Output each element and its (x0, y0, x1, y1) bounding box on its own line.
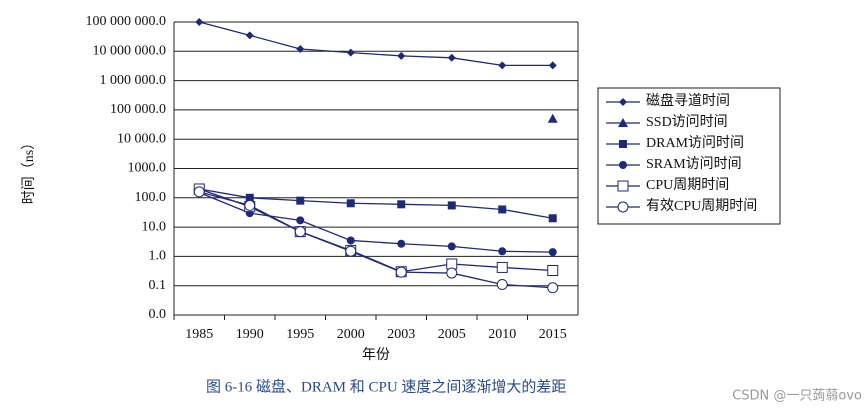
marker (619, 161, 627, 169)
x-tick-label: 2010 (488, 327, 516, 342)
marker (345, 245, 357, 257)
series-line (199, 21, 553, 67)
marker (397, 200, 406, 209)
legend-label: CPU周期时间 (646, 177, 729, 193)
marker (296, 196, 305, 205)
marker (617, 180, 629, 192)
marker (397, 51, 406, 60)
x-axis-label: 年份 (362, 347, 390, 363)
series-line (199, 188, 553, 219)
marker (447, 53, 456, 62)
marker (548, 248, 557, 257)
marker (446, 258, 458, 270)
marker (245, 193, 254, 202)
marker (296, 216, 305, 225)
marker (547, 113, 558, 123)
marker (496, 278, 508, 290)
caption: 图 6-16 磁盘、DRAM 和 CPU 速度之间逐渐增大的差距 (206, 377, 566, 395)
watermark: CSDN @一只蒟蒻ovo (732, 389, 862, 404)
marker (245, 31, 254, 40)
x-tick-label: 2003 (387, 327, 415, 342)
y-tick-label: 100 000.0 (110, 102, 166, 117)
marker (395, 266, 407, 278)
y-tick-label: 0.1 (149, 278, 167, 293)
x-tick-label: 2000 (337, 327, 365, 342)
y-tick-label: 10.0 (142, 219, 167, 234)
marker (346, 48, 355, 57)
marker (547, 282, 559, 294)
x-tick-label: 2005 (438, 327, 466, 342)
marker (619, 140, 627, 148)
y-tick-label: 1 000 000.0 (100, 73, 167, 88)
marker (346, 199, 355, 208)
marker (244, 199, 256, 211)
marker (195, 18, 204, 26)
marker (498, 247, 507, 256)
y-tick-label: 10 000 000.0 (93, 44, 167, 59)
legend-label: DRAM访问时间 (646, 135, 744, 151)
y-tick-label: 1000.0 (128, 161, 167, 176)
y-tick-label: 100 000 000.0 (86, 14, 167, 29)
marker (548, 214, 557, 223)
x-tick-label: 1990 (236, 327, 264, 342)
marker (346, 236, 355, 245)
marker (619, 98, 627, 106)
series-line (199, 191, 553, 289)
marker (296, 44, 305, 53)
y-tick-label: 10 000.0 (117, 131, 166, 146)
marker (548, 61, 557, 70)
legend-label: 磁盘寻道时间 (646, 92, 730, 109)
y-tick-label: 100.0 (135, 190, 167, 205)
series-line (199, 192, 553, 253)
marker (294, 226, 306, 238)
marker (617, 201, 629, 213)
marker (193, 186, 205, 198)
legend-label: SRAM访问时间 (646, 156, 742, 172)
y-tick-label: 0.0 (149, 307, 167, 322)
marker (498, 61, 507, 70)
x-tick-label: 1985 (185, 327, 213, 342)
marker (446, 267, 458, 279)
legend-box (597, 87, 781, 225)
marker (447, 201, 456, 210)
x-tick-label: 2015 (539, 327, 567, 342)
marker (498, 205, 507, 214)
marker (447, 242, 456, 251)
marker (618, 118, 628, 127)
x-tick-label: 1995 (286, 327, 314, 342)
marker (496, 261, 508, 273)
marker (547, 265, 559, 277)
legend-label: SSD访问时间 (646, 114, 728, 130)
legend-label: 有效CPU周期时间 (646, 198, 757, 214)
y-axis-label: 时间（ns） (21, 136, 37, 204)
marker (397, 239, 406, 248)
y-tick-label: 1.0 (149, 249, 167, 264)
